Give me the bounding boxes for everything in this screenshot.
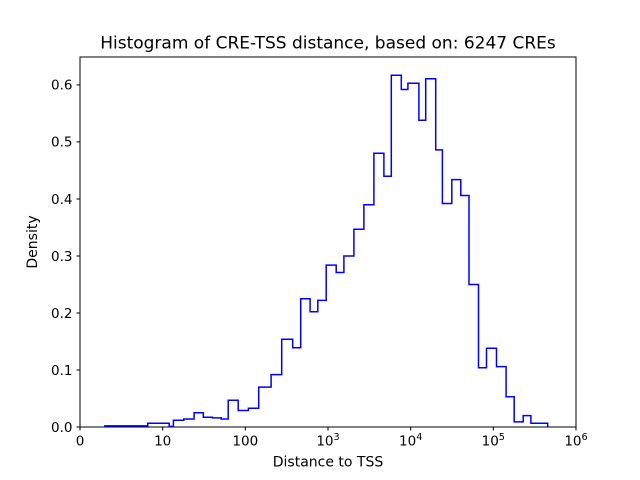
x-tick-label: 106 [564, 432, 587, 450]
y-tick-label: 0.1 [51, 363, 72, 379]
x-axis-label: Distance to TSS [273, 455, 384, 471]
x-axis-ticks: 0 10 100 103 104 105 106 [76, 427, 588, 450]
x-tick-label: 100 [232, 434, 258, 450]
y-tick-label: 0.6 [51, 78, 72, 94]
x-tick-label: 10 [154, 434, 171, 450]
x-tick-label: 103 [316, 432, 339, 450]
y-tick-label: 0.4 [51, 192, 72, 208]
y-tick-label: 0.5 [51, 135, 72, 151]
y-tick-label: 0.3 [51, 249, 72, 265]
x-tick-label: 0 [76, 434, 85, 450]
y-axis-ticks: 0.0 0.1 0.2 0.3 0.4 0.5 0.6 [51, 78, 80, 436]
x-tick-label: 105 [482, 432, 505, 450]
chart-title: Histogram of CRE-TSS distance, based on:… [100, 34, 556, 54]
x-tick-label: 104 [399, 432, 422, 450]
y-axis-label: Density [25, 215, 41, 268]
y-tick-label: 0.2 [51, 306, 72, 322]
y-tick-label: 0.0 [51, 420, 72, 436]
histogram-step-line [104, 74, 549, 428]
plot-area-frame [79, 56, 577, 428]
